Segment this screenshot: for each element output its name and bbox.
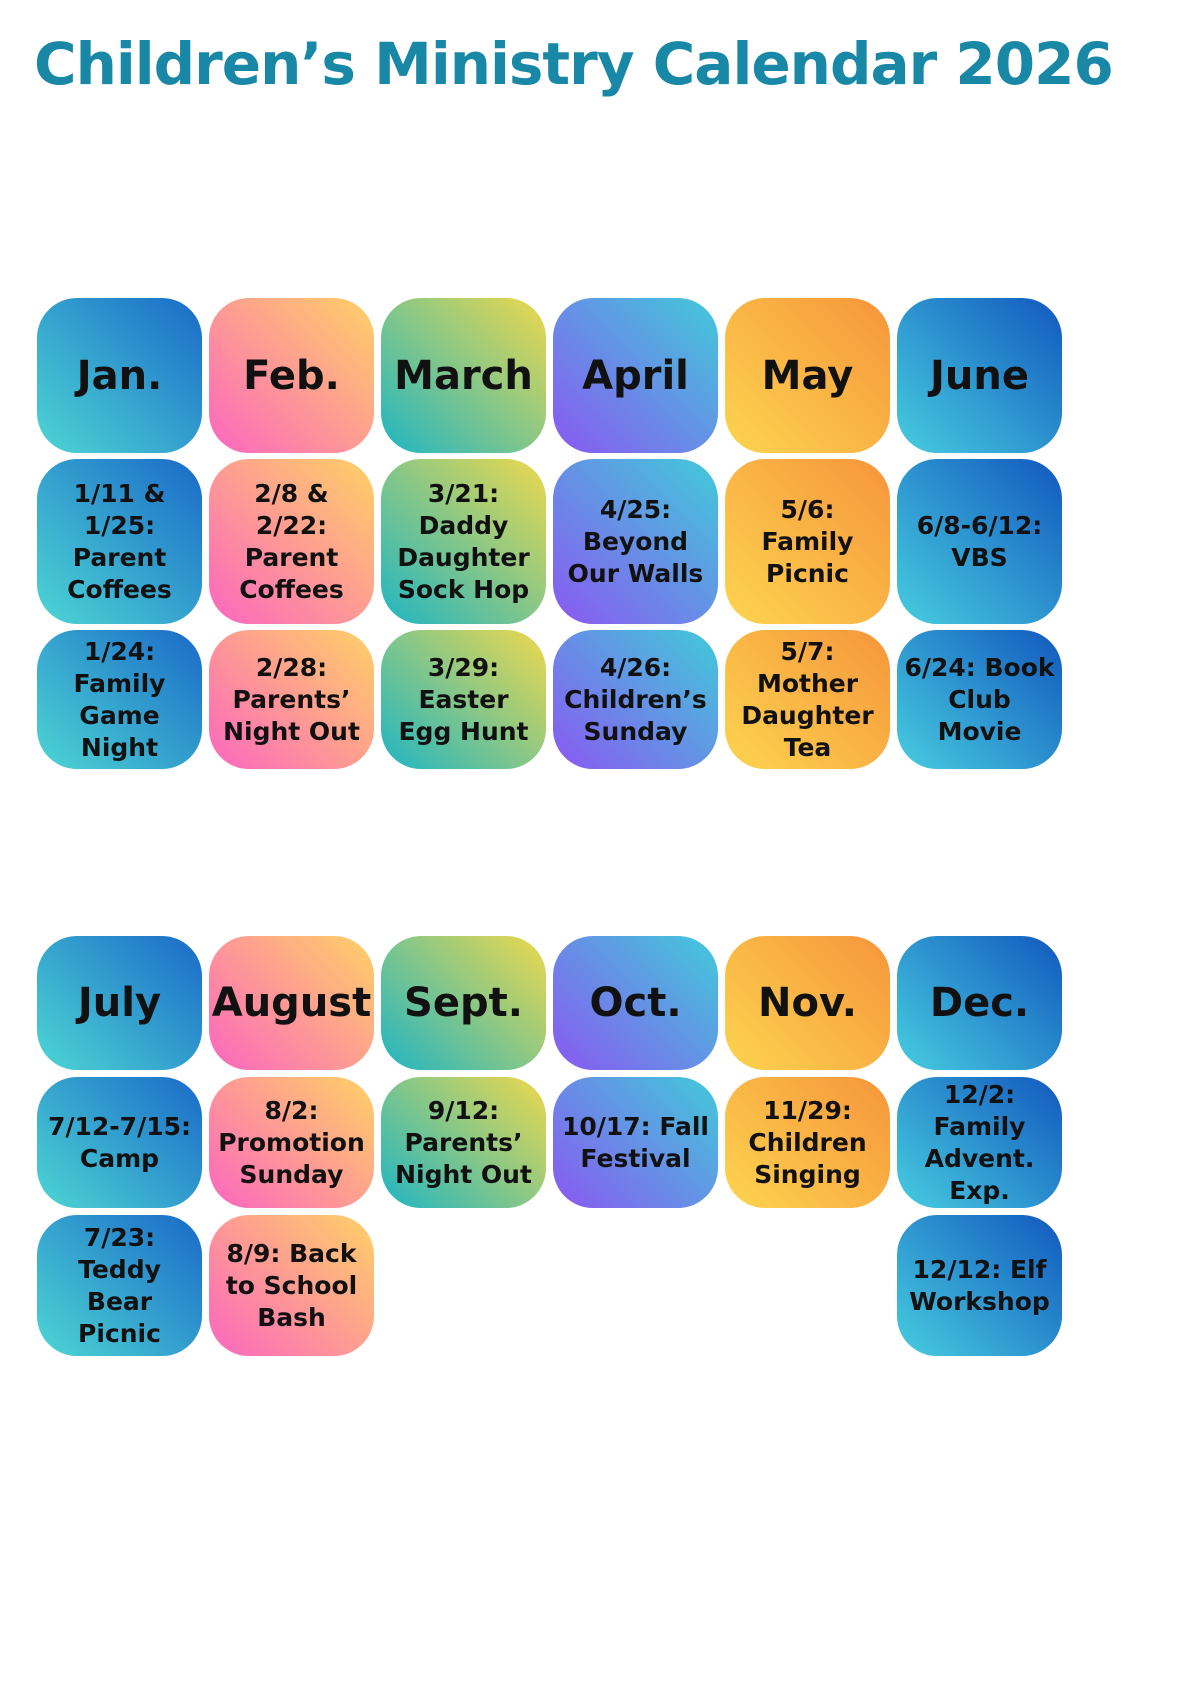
event-label: 6/24: Book Club Movie [904,652,1055,746]
event-tile-march-2: 3/29: Easter Egg Hunt [381,630,546,769]
month-label: Jan. [76,352,163,399]
event-label: 5/7: Mother Daughter Tea [741,636,874,762]
event-label: 12/2: Family Advent. Exp. [924,1079,1035,1205]
page-title: Children’s Ministry Calendar 2026 [34,30,1114,98]
month-tile-december: Dec. [897,936,1062,1070]
event-tile-february-1: 2/8 & 2/22: Parent Coffees [209,459,374,624]
event-tile-august-1: 8/2: Promotion Sunday [209,1077,374,1208]
event-label: 12/12: Elf Workshop [909,1254,1050,1316]
event-label: 2/8 & 2/22: Parent Coffees [239,478,344,604]
month-tile-november: Nov. [725,936,890,1070]
month-label: Nov. [758,980,857,1026]
event-tile-july-2: 7/23: Teddy Bear Picnic [37,1215,202,1356]
month-label: March [394,352,533,399]
section-july-december: July August Sept. Oct. Nov. Dec. 7/12-7/… [37,936,1067,1356]
event-tile-may-2: 5/7: Mother Daughter Tea [725,630,890,769]
event-label: 3/29: Easter Egg Hunt [398,652,529,746]
month-tile-march: March [381,298,546,453]
month-label: July [77,980,162,1026]
event-tile-september-1: 9/12: Parents’ Night Out [381,1077,546,1208]
event-label: 10/17: Fall Festival [561,1111,710,1173]
event-tile-june-1: 6/8-6/12: VBS [897,459,1062,624]
event-tile-april-2: 4/26: Children’s Sunday [553,630,718,769]
event-label: 9/12: Parents’ Night Out [395,1095,532,1189]
event-label: 2/28: Parents’ Night Out [223,652,360,746]
month-label: April [582,352,689,399]
month-tile-april: April [553,298,718,453]
event-tile-june-2: 6/24: Book Club Movie [897,630,1062,769]
month-tile-february: Feb. [209,298,374,453]
month-label: June [930,352,1029,399]
month-tile-may: May [725,298,890,453]
month-label: Feb. [243,352,340,399]
month-label: Oct. [589,980,682,1026]
month-tile-january: Jan. [37,298,202,453]
event-label: 4/25: Beyond Our Walls [567,494,704,588]
event-label: 4/26: Children’s Sunday [564,652,707,746]
month-label: May [761,352,854,399]
event-tile-january-2: 1/24: Family Game Night [37,630,202,769]
event-label: 8/2: Promotion Sunday [218,1095,365,1189]
month-tile-october: Oct. [553,936,718,1070]
event-tile-february-2: 2/28: Parents’ Night Out [209,630,374,769]
event-tile-december-1: 12/2: Family Advent. Exp. [897,1077,1062,1208]
event-tile-october-1: 10/17: Fall Festival [553,1077,718,1208]
month-label: August [211,980,372,1026]
event-tile-april-1: 4/25: Beyond Our Walls [553,459,718,624]
event-label: 6/8-6/12: VBS [916,510,1043,572]
event-label: 3/21: Daddy Daughter Sock Hop [397,478,530,604]
event-tile-august-2: 8/9: Back to School Bash [209,1215,374,1356]
event-label: 7/23: Teddy Bear Picnic [78,1222,161,1348]
event-tile-january-1: 1/11 & 1/25: Parent Coffees [37,459,202,624]
event-tile-november-1: 11/29: Children Singing [725,1077,890,1208]
month-tile-august: August [209,936,374,1070]
event-tile-december-2: 12/12: Elf Workshop [897,1215,1062,1356]
month-tile-july: July [37,936,202,1070]
month-label: Sept. [404,980,523,1026]
event-label: 7/12-7/15: Camp [47,1111,191,1173]
event-tile-march-1: 3/21: Daddy Daughter Sock Hop [381,459,546,624]
event-label: 5/6: Family Picnic [761,494,854,588]
event-label: 1/24: Family Game Night [73,636,166,762]
event-tile-july-1: 7/12-7/15: Camp [37,1077,202,1208]
event-tile-may-1: 5/6: Family Picnic [725,459,890,624]
event-label: 11/29: Children Singing [748,1095,867,1189]
month-label: Dec. [929,980,1030,1026]
month-tile-june: June [897,298,1062,453]
section-jan-june: Jan. Feb. March April May June 1/11 & 1/… [37,298,1067,769]
event-label: 1/11 & 1/25: Parent Coffees [67,478,172,604]
event-label: 8/9: Back to School Bash [225,1238,358,1332]
month-tile-september: Sept. [381,936,546,1070]
